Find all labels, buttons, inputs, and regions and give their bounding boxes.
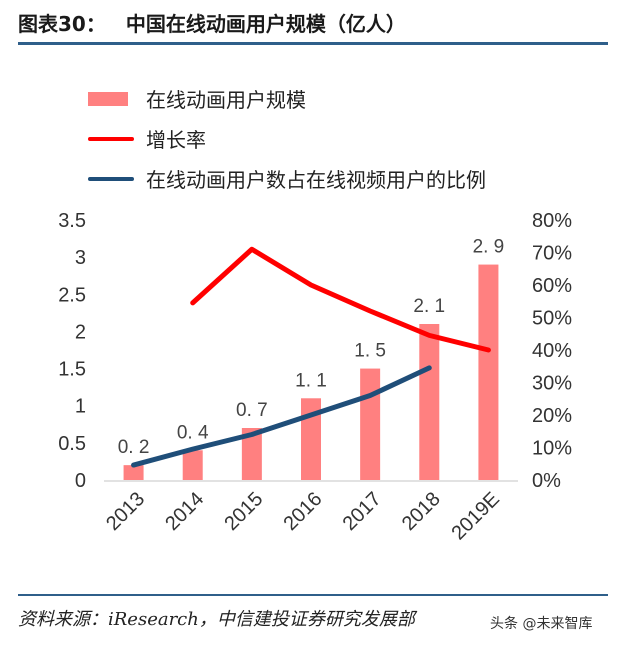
growth-rate-line <box>190 246 491 353</box>
footer-rule <box>18 594 608 596</box>
data-label: 0. 7 <box>236 400 268 421</box>
x-tick-label: 2018 <box>398 488 445 535</box>
chart-plot: 0 0.5 1 1.5 2 2.5 3 3.5 0% 10% 20% 30% 40% 50% 60% 70% 8… <box>58 210 572 544</box>
y2-tick-label: 30% <box>532 373 572 395</box>
x-tick-label: 2015 <box>220 488 267 535</box>
x-tick-label: 2016 <box>280 488 327 535</box>
bar <box>478 264 499 480</box>
y2-tick-label: 40% <box>532 340 572 362</box>
header-rule <box>18 42 608 45</box>
y2-tick-label: 20% <box>532 405 572 427</box>
y-tick-label: 1.5 <box>58 359 86 381</box>
data-label: 0. 4 <box>177 422 209 443</box>
data-label: 2. 9 <box>473 237 505 258</box>
y-tick-label: 0.5 <box>58 433 86 455</box>
legend-label: 增长率 <box>146 128 206 152</box>
x-tick-label: 2017 <box>339 488 386 535</box>
bar <box>123 465 144 480</box>
y-tick-label: 2.5 <box>58 284 86 306</box>
legend-label: 在线动画用户规模 <box>146 88 306 112</box>
data-label: 1. 5 <box>354 341 386 362</box>
legend-swatch <box>88 136 134 141</box>
legend-swatch <box>88 176 134 181</box>
x-tick-label: 2014 <box>161 488 208 535</box>
legend-label: 在线动画用户数占在线视频用户的比例 <box>146 168 486 192</box>
figure-number: 图表30： <box>18 12 106 36</box>
y-tick-label: 0 <box>75 470 86 492</box>
y2-tick-label: 60% <box>532 275 572 297</box>
y-tick-label: 3 <box>75 247 86 269</box>
bar <box>182 450 203 480</box>
bar <box>360 368 381 480</box>
y-tick-label: 2 <box>75 321 86 343</box>
y2-tick-label: 70% <box>532 243 572 265</box>
legend-item-growth: 增长率 <box>88 124 206 153</box>
y-tick-label: 3.5 <box>58 210 86 232</box>
legend-item-share: 在线动画用户数占在线视频用户的比例 <box>88 164 486 193</box>
x-tick-label: 2019E <box>448 488 504 544</box>
share-line <box>131 365 432 468</box>
bar <box>241 428 262 480</box>
chart-title: 中国在线动画用户规模（亿人） <box>125 12 406 36</box>
y2-tick-label: 50% <box>532 308 572 330</box>
legend-item-bars: 在线动画用户规模 <box>88 84 306 113</box>
source-note: 资料来源：iResearch，中信建投证券研究发展部 <box>18 609 415 630</box>
data-label: 1. 1 <box>295 370 327 391</box>
y-tick-label: 1 <box>75 396 86 418</box>
figure-title: 图表30： 中国在线动画用户规模（亿人） <box>18 8 406 37</box>
watermark: 头条 @未来智库 <box>490 616 593 632</box>
x-tick-label: 2013 <box>102 488 149 535</box>
data-label: 2. 1 <box>413 296 445 317</box>
bar <box>419 324 440 480</box>
legend-swatch <box>88 91 128 106</box>
y2-tick-label: 0% <box>532 470 561 492</box>
y2-tick-label: 10% <box>532 438 572 460</box>
y2-tick-label: 80% <box>532 210 572 232</box>
data-label: 0. 2 <box>118 437 150 458</box>
